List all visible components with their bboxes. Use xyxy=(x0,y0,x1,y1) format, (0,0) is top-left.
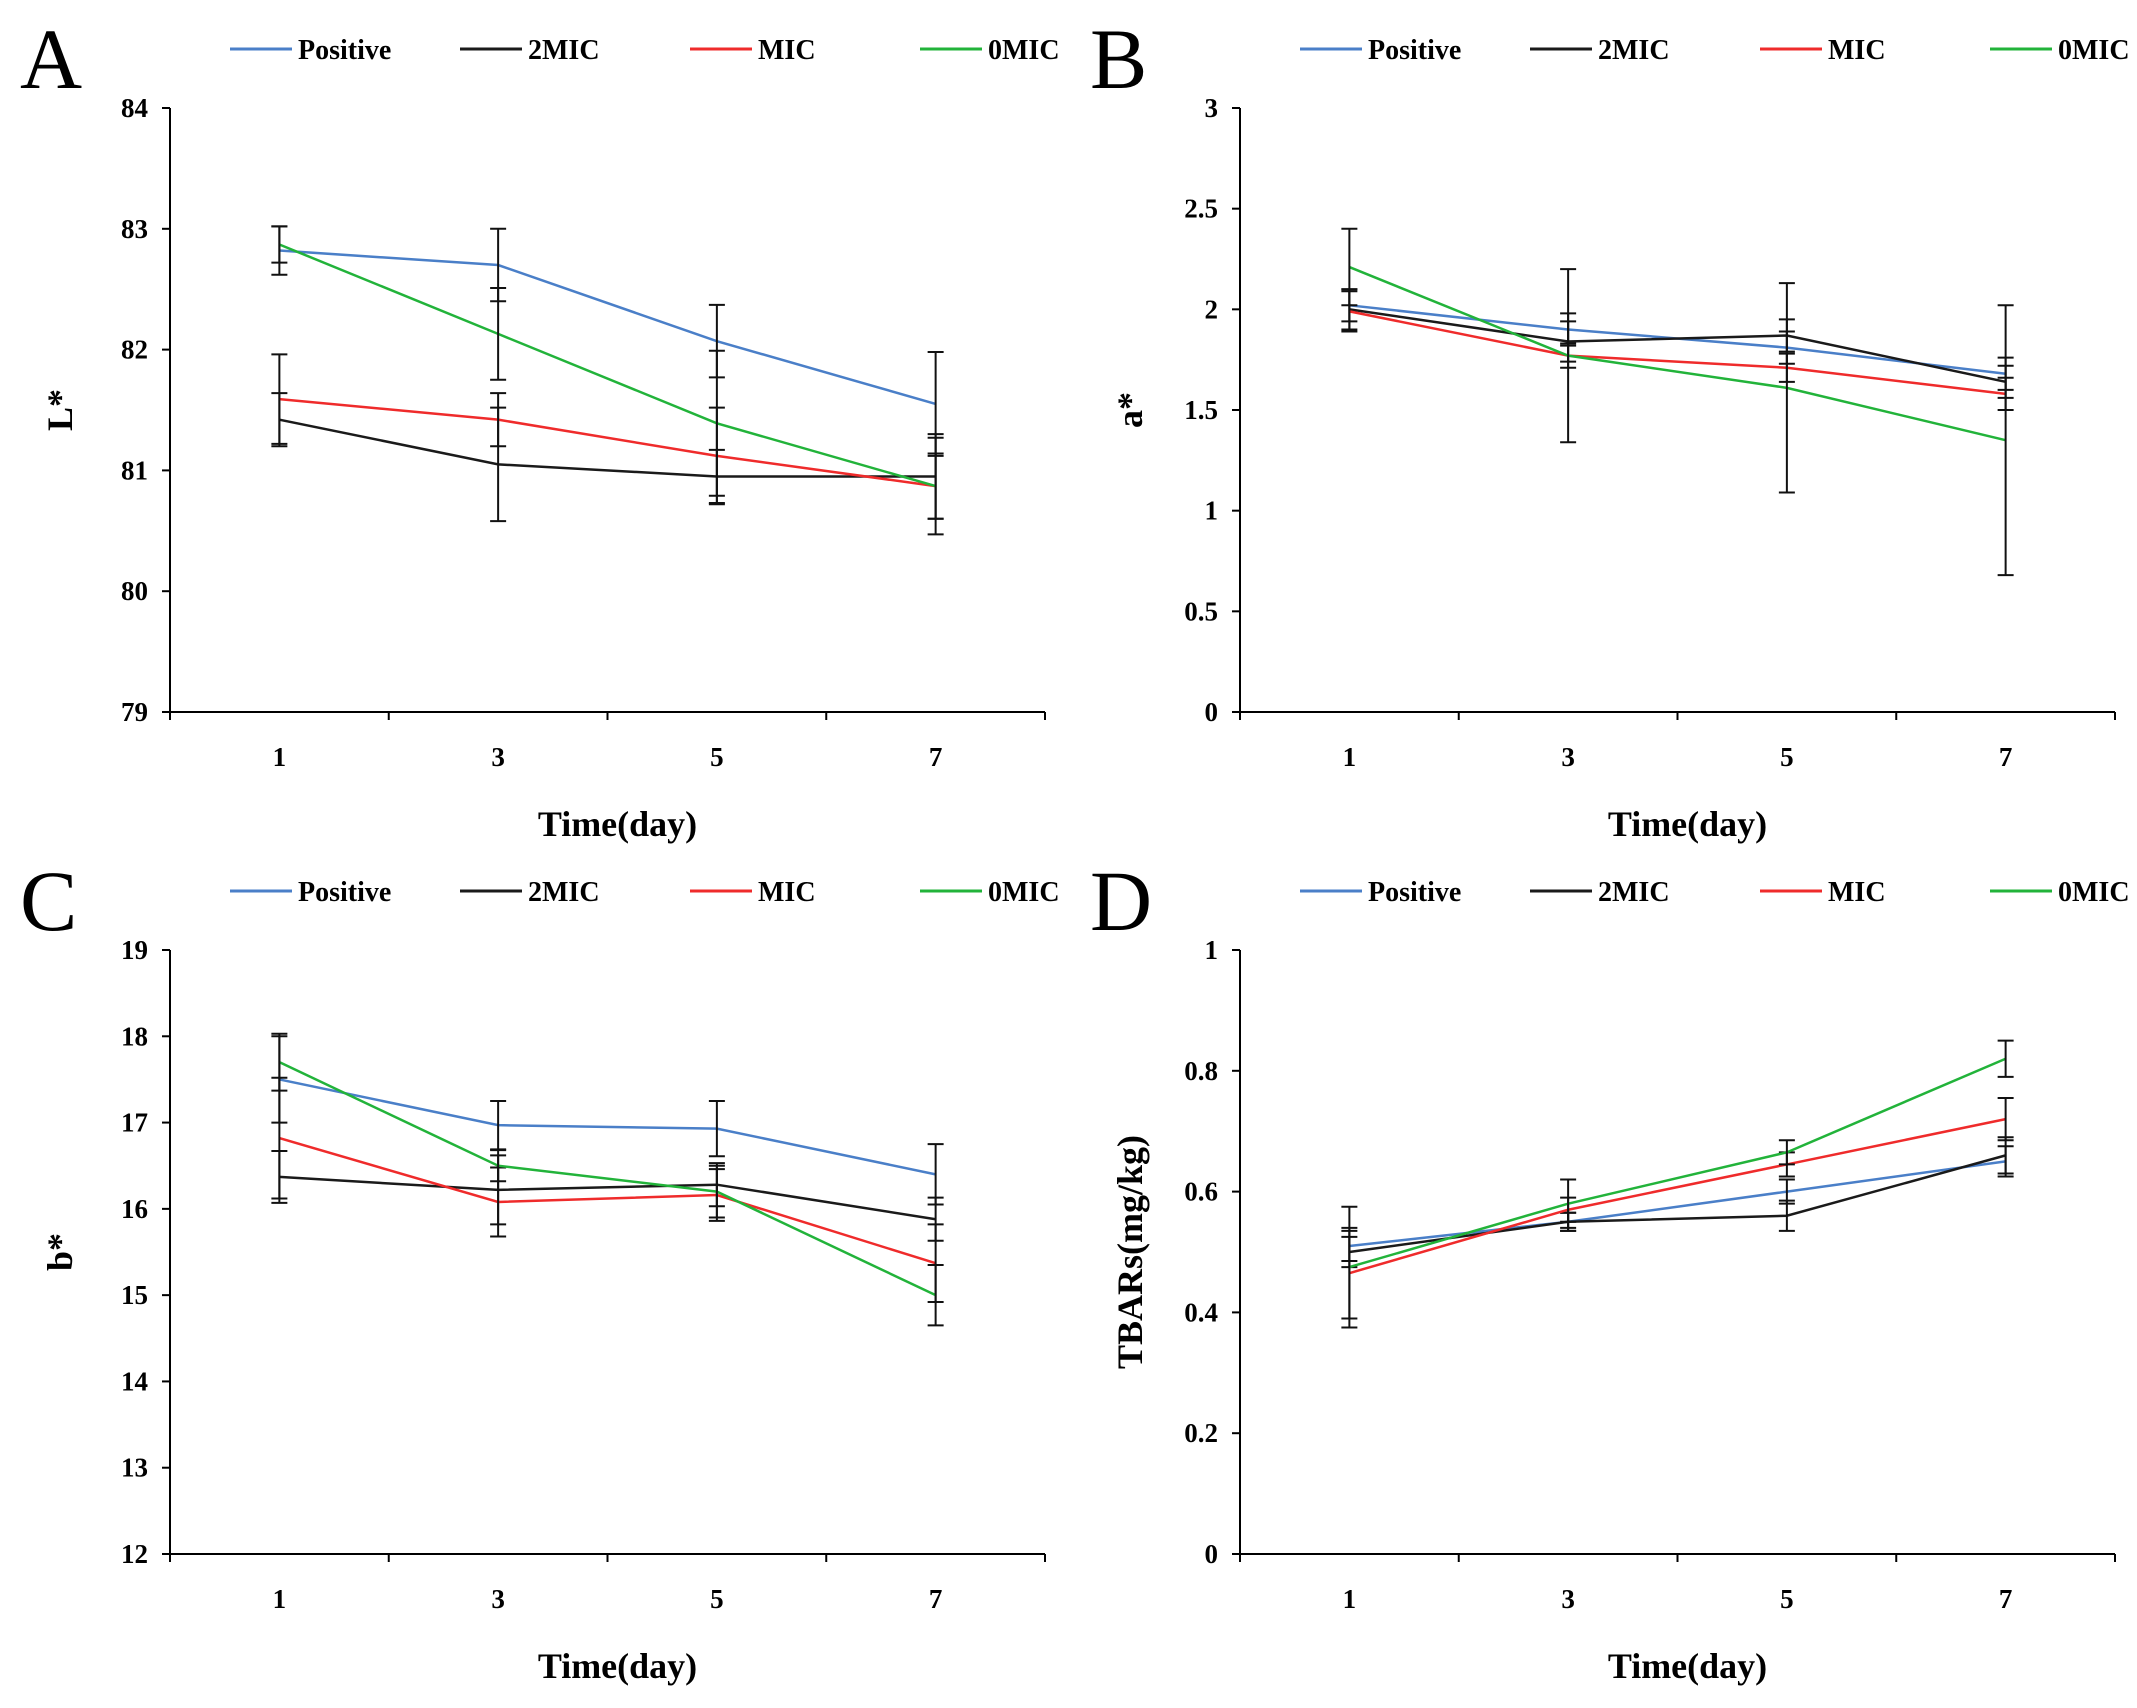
x-tick-label: 7 xyxy=(1999,742,2013,772)
y-axis-title: TBARs(mg/kg) xyxy=(1110,1135,1150,1369)
series-line-2mic xyxy=(1349,308,2006,384)
series-line-mic xyxy=(1349,310,2006,396)
legend-label: MIC xyxy=(758,35,816,66)
x-tick-label: 3 xyxy=(491,1584,505,1614)
series-line-mic xyxy=(1349,1117,2006,1275)
y-tick-label: 79 xyxy=(121,697,148,727)
x-tick-label: 3 xyxy=(1561,1584,1575,1614)
y-tick-label: 84 xyxy=(121,93,148,123)
legend-label: 0MIC xyxy=(2058,35,2130,66)
series-line-0mic xyxy=(1349,1057,2007,1269)
x-tick-label: 5 xyxy=(1780,742,1794,772)
y-tick-label: 16 xyxy=(121,1194,148,1224)
legend-label: MIC xyxy=(758,877,816,908)
series-line-mic xyxy=(279,1136,936,1265)
legend-label: 2MIC xyxy=(528,877,600,908)
legend-label: MIC xyxy=(1828,35,1886,66)
series-line-0mic xyxy=(278,1061,937,1297)
y-tick-label: 14 xyxy=(121,1366,148,1396)
legend-label: 0MIC xyxy=(988,35,1060,66)
legend-label: MIC xyxy=(1828,877,1886,908)
y-tick-label: 81 xyxy=(121,455,148,485)
series-line-positive xyxy=(1349,1160,2006,1248)
y-tick-label: 82 xyxy=(121,335,148,365)
y-axis-title: b* xyxy=(40,1233,80,1271)
x-tick-label: 7 xyxy=(929,1584,943,1614)
x-tick-label: 7 xyxy=(1999,1584,2013,1614)
series-line-0mic xyxy=(1348,265,2006,442)
y-tick-label: 2 xyxy=(1205,294,1219,324)
y-tick-label: 1 xyxy=(1205,496,1219,526)
y-axis-title: L* xyxy=(40,389,80,431)
y-tick-label: 83 xyxy=(121,214,148,244)
x-axis-title: Time(day) xyxy=(538,1646,697,1686)
legend-label: 0MIC xyxy=(2058,877,2130,908)
panel-letter: B xyxy=(1090,11,1147,107)
x-axis-title: Time(day) xyxy=(538,804,697,844)
x-tick-label: 1 xyxy=(1343,742,1357,772)
y-tick-label: 2.5 xyxy=(1184,194,1218,224)
y-tick-label: 17 xyxy=(121,1108,148,1138)
x-axis-title: Time(day) xyxy=(1608,1646,1767,1686)
x-tick-label: 1 xyxy=(273,1584,287,1614)
panel-b: B Positive 2MIC MIC 0MIC 0 0.5 1 1.5 2 2.5 3 1 3 5 7 Tim… xyxy=(1090,11,2130,844)
x-tick-label: 7 xyxy=(929,742,943,772)
x-tick-label: 3 xyxy=(1561,742,1575,772)
legend-label: Positive xyxy=(298,877,391,908)
legend-label: 2MIC xyxy=(1598,877,1670,908)
y-tick-label: 0.5 xyxy=(1184,596,1218,626)
y-tick-label: 0 xyxy=(1205,697,1219,727)
x-tick-label: 3 xyxy=(491,742,505,772)
y-tick-label: 15 xyxy=(121,1280,148,1310)
legend-label: 2MIC xyxy=(528,35,600,66)
y-tick-label: 80 xyxy=(121,576,148,606)
series-line-mic xyxy=(279,397,936,488)
series-line-2mic xyxy=(279,418,936,478)
y-tick-label: 18 xyxy=(121,1021,148,1051)
series-line-0mic xyxy=(278,243,936,488)
series-line-2mic xyxy=(279,1175,936,1221)
y-tick-label: 1 xyxy=(1205,935,1219,965)
y-tick-label: 0.4 xyxy=(1184,1297,1218,1327)
y-tick-label: 0.2 xyxy=(1184,1418,1218,1448)
legend-label: 0MIC xyxy=(988,877,1060,908)
series-line-positive xyxy=(279,1078,936,1176)
series-line-positive xyxy=(279,249,936,406)
x-axis-title: Time(day) xyxy=(1608,804,1767,844)
legend-label: Positive xyxy=(1368,877,1461,908)
legend-label: Positive xyxy=(298,35,391,66)
y-tick-label: 3 xyxy=(1205,93,1219,123)
y-tick-label: 1.5 xyxy=(1184,395,1218,425)
panel-letter: C xyxy=(20,853,77,949)
y-tick-label: 0.6 xyxy=(1184,1177,1218,1207)
x-tick-label: 5 xyxy=(710,1584,724,1614)
panel-a: A Positive 2MIC MIC 0MIC 79 80 81 82 83 84 1 3 5 7 Time… xyxy=(20,11,1060,844)
y-tick-label: 12 xyxy=(121,1539,148,1569)
y-tick-label: 19 xyxy=(121,935,148,965)
panel-letter: A xyxy=(20,11,82,107)
x-tick-label: 1 xyxy=(273,742,287,772)
panel-d: D Positive 2MIC MIC 0MIC 0 0.2 0.4 0.6 0.8 1 1 3 5 7 Ti… xyxy=(1090,853,2130,1686)
x-tick-label: 1 xyxy=(1343,1584,1357,1614)
x-tick-label: 5 xyxy=(710,742,724,772)
y-tick-label: 0 xyxy=(1205,1539,1219,1569)
x-tick-label: 5 xyxy=(1780,1584,1794,1614)
y-axis-title: a* xyxy=(1110,392,1150,428)
panel-letter: D xyxy=(1090,853,1152,949)
series-line-2mic xyxy=(1349,1154,2006,1254)
y-tick-label: 13 xyxy=(121,1453,148,1483)
legend-label: 2MIC xyxy=(1598,35,1670,66)
y-tick-label: 0.8 xyxy=(1184,1056,1218,1086)
legend-label: Positive xyxy=(1368,35,1461,66)
